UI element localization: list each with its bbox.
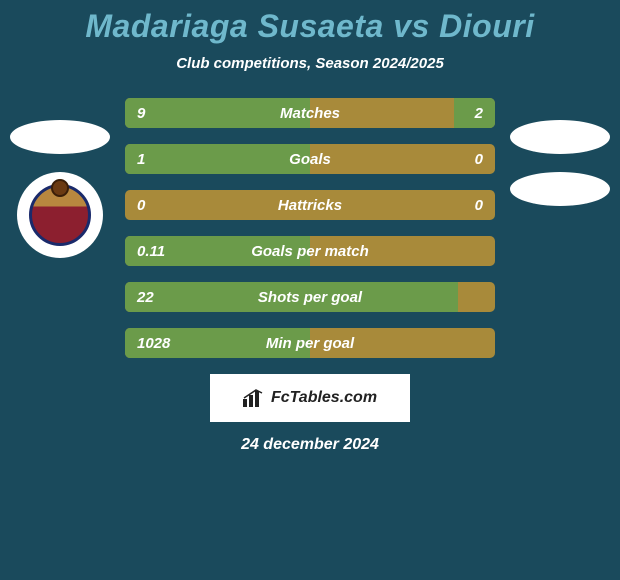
- club-badge: [17, 172, 103, 258]
- stat-bar: Matches9 2: [125, 98, 495, 128]
- stat-bar: Hattricks0 0: [125, 190, 495, 220]
- stat-bar-left-value: 22: [137, 282, 154, 312]
- stat-bar-label: Min per goal: [125, 328, 495, 358]
- stat-bar-label: Shots per goal: [125, 282, 495, 312]
- stat-bar-label: Hattricks: [125, 190, 495, 220]
- stat-bar-label: Goals per match: [125, 236, 495, 266]
- team-badge-ellipse: [510, 172, 610, 206]
- left-badges: [10, 120, 110, 276]
- brand-chart-icon: [243, 389, 265, 407]
- stat-bar-left-value: 0: [137, 190, 145, 220]
- brand-text: FcTables.com: [271, 389, 377, 407]
- stat-bars: Matches92Goals10Hattricks00Goals per mat…: [125, 98, 495, 358]
- stat-bar-left-value: 1: [137, 144, 145, 174]
- stat-bar: Shots per goal22: [125, 282, 495, 312]
- page-subtitle: Club competitions, Season 2024/2025: [0, 55, 620, 72]
- club-badge-ball-icon: [51, 179, 69, 197]
- stat-bar: Goals1 0: [125, 144, 495, 174]
- date-text: 24 december 2024: [0, 436, 620, 454]
- right-badges: [510, 120, 610, 224]
- page-title: Madariaga Susaeta vs Diouri: [0, 0, 620, 45]
- stat-bar-right-value: 0: [475, 144, 483, 174]
- stat-bar-label: Matches: [125, 98, 495, 128]
- club-badge-shield-icon: [29, 184, 91, 246]
- stat-bar-left-value: 9: [137, 98, 145, 128]
- comparison-page: Madariaga Susaeta vs Diouri Club competi…: [0, 0, 620, 580]
- stat-bar-right-value: 0: [475, 190, 483, 220]
- team-badge-ellipse: [10, 120, 110, 154]
- stat-bar-label: Goals: [125, 144, 495, 174]
- stat-bar: Goals per match0.11: [125, 236, 495, 266]
- team-badge-ellipse: [510, 120, 610, 154]
- stat-bar-left-value: 0.11: [137, 236, 165, 266]
- brand-box[interactable]: FcTables.com: [210, 374, 410, 422]
- stat-bar: Min per goal1028: [125, 328, 495, 358]
- stat-bar-left-value: 1028: [137, 328, 170, 358]
- stat-bar-right-value: 2: [475, 98, 483, 128]
